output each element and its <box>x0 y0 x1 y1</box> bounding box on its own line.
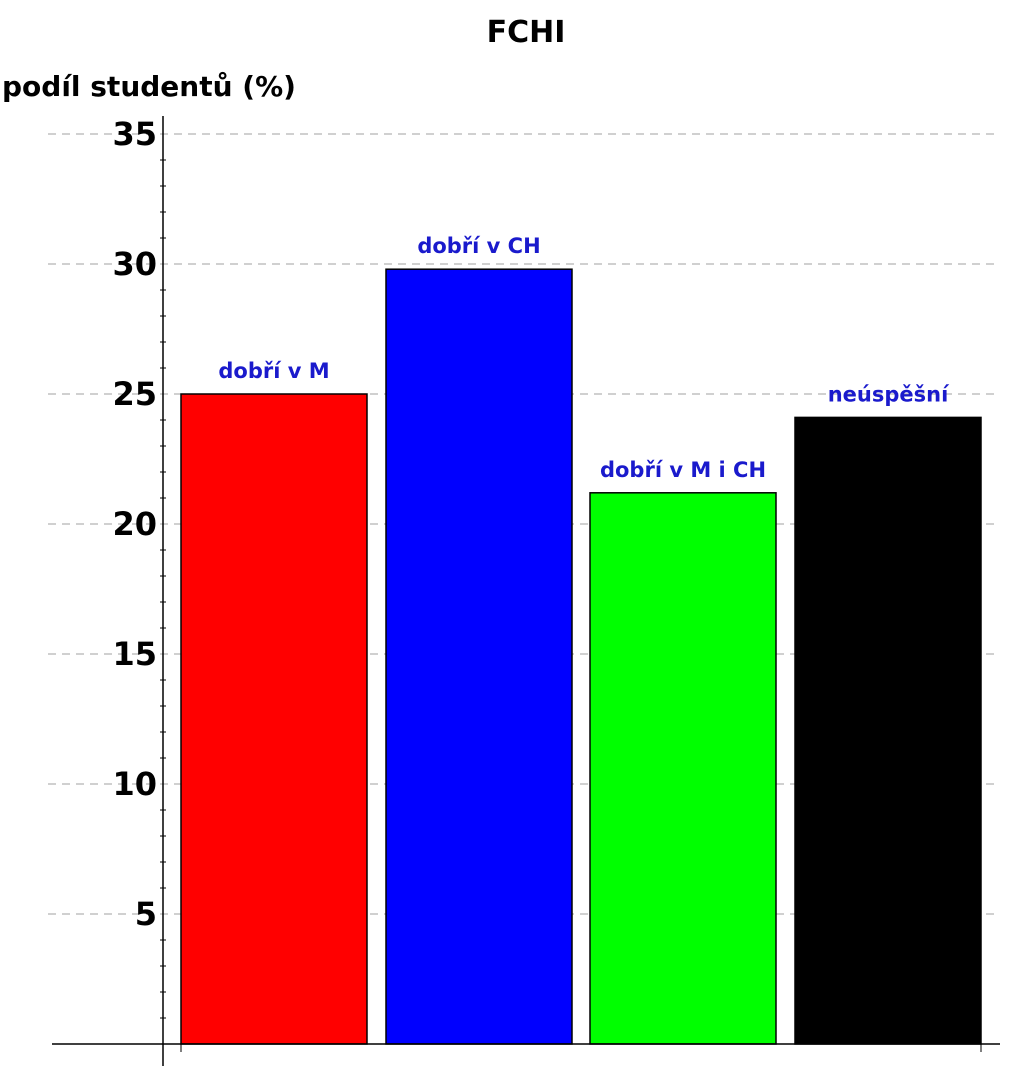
y-tick-label-35: 35 <box>112 115 157 153</box>
bar-3 <box>589 492 777 1045</box>
bar-label-4: neúspěšní <box>828 382 950 406</box>
chart-title: FCHI <box>487 15 566 50</box>
bar-labels: dobří v M dobří v CH dobří v M i CH neúspěš… <box>218 234 950 482</box>
y-tick-label-30: 30 <box>112 245 157 283</box>
y-tick-label-15: 15 <box>112 635 157 673</box>
y-tick-label-5: 5 <box>135 895 157 933</box>
y-tick-labels: 5 10 15 20 25 30 35 <box>112 115 157 933</box>
bar-label-1: dobří v M <box>218 359 329 383</box>
bar-1 <box>180 393 368 1045</box>
bar-4 <box>794 416 982 1045</box>
y-tick-label-10: 10 <box>112 765 157 803</box>
y-tick-label-20: 20 <box>112 505 157 543</box>
bars <box>180 268 982 1045</box>
bar-label-2: dobří v CH <box>417 234 540 258</box>
axes <box>52 116 1000 1066</box>
bar-label-3: dobří v M i CH <box>600 458 766 482</box>
y-axis-label: podíl studentů (%) <box>2 70 296 103</box>
y-tick-label-25: 25 <box>112 375 157 413</box>
bar-2 <box>385 268 573 1045</box>
